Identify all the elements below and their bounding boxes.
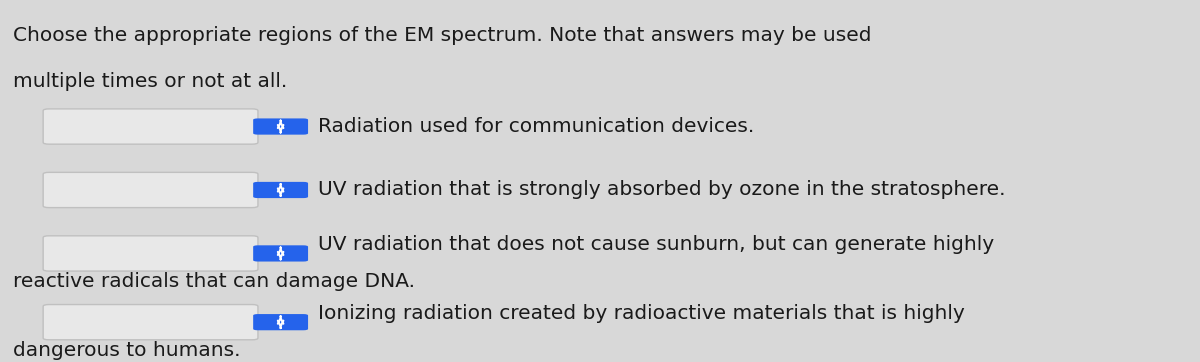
Text: UV radiation that is strongly absorbed by ozone in the stratosphere.: UV radiation that is strongly absorbed b… — [318, 181, 1006, 199]
FancyBboxPatch shape — [253, 182, 308, 198]
Text: UV radiation that does not cause sunburn, but can generate highly: UV radiation that does not cause sunburn… — [318, 235, 994, 254]
Text: Choose the appropriate regions of the EM spectrum. Note that answers may be used: Choose the appropriate regions of the EM… — [13, 26, 872, 45]
FancyBboxPatch shape — [43, 172, 258, 208]
FancyBboxPatch shape — [253, 245, 308, 261]
Text: multiple times or not at all.: multiple times or not at all. — [13, 72, 288, 91]
Text: dangerous to humans.: dangerous to humans. — [13, 341, 241, 360]
Text: Radiation used for communication devices.: Radiation used for communication devices… — [318, 117, 754, 136]
FancyBboxPatch shape — [43, 109, 258, 144]
FancyBboxPatch shape — [43, 304, 258, 340]
Text: Ionizing radiation created by radioactive materials that is highly: Ionizing radiation created by radioactiv… — [318, 304, 965, 323]
FancyBboxPatch shape — [43, 236, 258, 271]
Text: reactive radicals that can damage DNA.: reactive radicals that can damage DNA. — [13, 272, 415, 291]
FancyBboxPatch shape — [253, 118, 308, 135]
FancyBboxPatch shape — [253, 314, 308, 330]
